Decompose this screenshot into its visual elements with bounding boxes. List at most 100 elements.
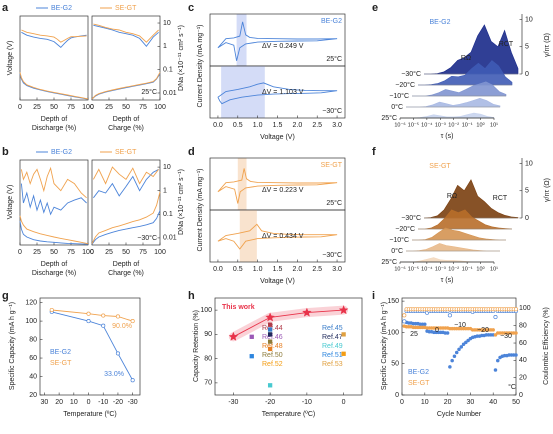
circle-marker bbox=[49, 307, 54, 313]
x-tick-label: 30 bbox=[467, 399, 475, 406]
circle-marker bbox=[457, 347, 461, 352]
y-tick-label: 100 bbox=[387, 329, 399, 336]
circle-marker bbox=[514, 331, 518, 335]
x-tick-label: 75 bbox=[67, 104, 75, 111]
y-tick-label: 50 bbox=[391, 361, 399, 368]
series-line bbox=[19, 215, 89, 245]
x-tick-label: 0 bbox=[342, 399, 346, 406]
annotation: °C bbox=[508, 383, 516, 391]
panel-letter: e bbox=[372, 2, 378, 14]
series-line bbox=[19, 221, 89, 245]
panel-letter: b bbox=[2, 146, 9, 158]
panel-letter: a bbox=[2, 2, 9, 14]
legend-label: Ref.44 bbox=[262, 325, 283, 332]
annotation: 25°C bbox=[326, 55, 342, 63]
annotation: RΩ bbox=[461, 55, 471, 62]
x-tick-label: 20 bbox=[444, 399, 452, 406]
series-line bbox=[51, 309, 133, 322]
series-line bbox=[21, 31, 87, 49]
y2-tick-label: 80 bbox=[519, 323, 527, 330]
highlight-band bbox=[221, 66, 265, 118]
x-tick-label: 10 bbox=[70, 399, 78, 406]
y2-tick-label: 10 bbox=[525, 160, 533, 167]
y2-axis-label: γ/nτ (Ω) bbox=[544, 33, 551, 57]
y-tick-label: 80 bbox=[29, 336, 37, 343]
legend-label: Ref.52 bbox=[262, 361, 283, 368]
y2-tick-label: 20 bbox=[519, 375, 527, 382]
highlight-band bbox=[237, 158, 247, 210]
annotation: 0 bbox=[435, 327, 439, 334]
x-tick-label: 0.5 bbox=[233, 266, 243, 273]
series-line bbox=[91, 210, 161, 245]
drt-trace bbox=[400, 112, 495, 119]
circle-marker bbox=[448, 365, 452, 369]
x-axis-label: Cycle Number bbox=[437, 411, 482, 418]
x-tick-label: 10⁰ bbox=[476, 121, 485, 128]
legend-label: Ref.53 bbox=[322, 361, 343, 368]
x-tick-label: 10⁻² bbox=[448, 266, 459, 272]
y2-tick-label: 1 bbox=[163, 43, 167, 50]
y2-tick-label: 40 bbox=[519, 357, 527, 364]
panel-letter: g bbox=[2, 290, 9, 302]
x-tick-label: 75 bbox=[67, 249, 75, 256]
plot-frame bbox=[19, 159, 89, 246]
x-tick-label: 3.0 bbox=[332, 122, 342, 129]
series-line bbox=[217, 21, 338, 61]
legend-label: BE-G2 bbox=[408, 369, 429, 376]
y2-tick-label: 0.1 bbox=[163, 211, 173, 218]
annotation: RΩ bbox=[447, 193, 457, 200]
circle-marker bbox=[101, 323, 106, 328]
x-axis-label: Voltage (V) bbox=[260, 134, 295, 141]
x-tick-label: 2.0 bbox=[292, 122, 302, 129]
plot-frame bbox=[401, 297, 517, 396]
drt-trace bbox=[423, 179, 519, 219]
x-axis-label: Charge (%) bbox=[108, 270, 144, 277]
circle-marker bbox=[402, 313, 407, 318]
legend-label: SE-GT bbox=[408, 380, 430, 387]
annotation: −30°C bbox=[322, 107, 342, 115]
trace-label: −30°C bbox=[401, 70, 421, 78]
x-tick-label: 10⁻⁶ bbox=[394, 121, 405, 128]
x-axis-label: τ (s) bbox=[441, 277, 454, 284]
y-tick-label: 90 bbox=[204, 331, 212, 338]
trace-label: 0°C bbox=[391, 247, 403, 255]
series-line bbox=[217, 82, 338, 105]
x-tick-label: 10¹ bbox=[490, 122, 498, 128]
circle-marker bbox=[491, 328, 495, 332]
x-axis-label: τ (s) bbox=[441, 133, 454, 140]
y-axis-label: Voltage (V) bbox=[7, 41, 14, 76]
series-line bbox=[91, 191, 161, 244]
y-tick-label: 20 bbox=[29, 392, 37, 399]
square-marker bbox=[267, 339, 273, 344]
x-tick-label: 50 bbox=[50, 104, 58, 111]
y2-tick-label: 60 bbox=[519, 340, 527, 347]
x-axis-label: Temperature (ºC) bbox=[262, 411, 316, 418]
legend-label: Ref.45 bbox=[322, 325, 343, 332]
y2-tick-label: 0.1 bbox=[163, 67, 173, 74]
x-tick-label: -30 bbox=[128, 399, 138, 406]
square-marker bbox=[249, 334, 254, 339]
series-line bbox=[93, 23, 159, 43]
x-tick-label: -10 bbox=[302, 399, 312, 406]
x-tick-label: 10⁻¹ bbox=[462, 122, 473, 128]
y2-tick-label: 100 bbox=[519, 305, 531, 312]
panel-letter: h bbox=[188, 290, 195, 302]
circle-marker bbox=[514, 353, 518, 357]
series-line bbox=[20, 183, 87, 216]
legend-label: BE-G2 bbox=[51, 149, 72, 156]
highlight-band bbox=[239, 210, 257, 262]
trace-label: 0°C bbox=[391, 103, 403, 111]
square-marker bbox=[267, 327, 273, 332]
x-tick-label: 10⁻¹ bbox=[462, 266, 473, 272]
x-axis-label: Depth of bbox=[113, 116, 140, 123]
x-tick-label: 1.0 bbox=[253, 122, 263, 129]
x-tick-label: 0 bbox=[90, 249, 94, 256]
series-line bbox=[93, 169, 159, 199]
drt-trace bbox=[400, 257, 494, 263]
circle-marker bbox=[402, 319, 407, 324]
y2-tick-label: 1 bbox=[163, 188, 167, 195]
series-line bbox=[19, 73, 89, 100]
x-axis-label: Depth of bbox=[41, 116, 68, 123]
x-tick-label: 0 bbox=[400, 399, 404, 406]
x-tick-label: 10⁰ bbox=[476, 265, 485, 272]
